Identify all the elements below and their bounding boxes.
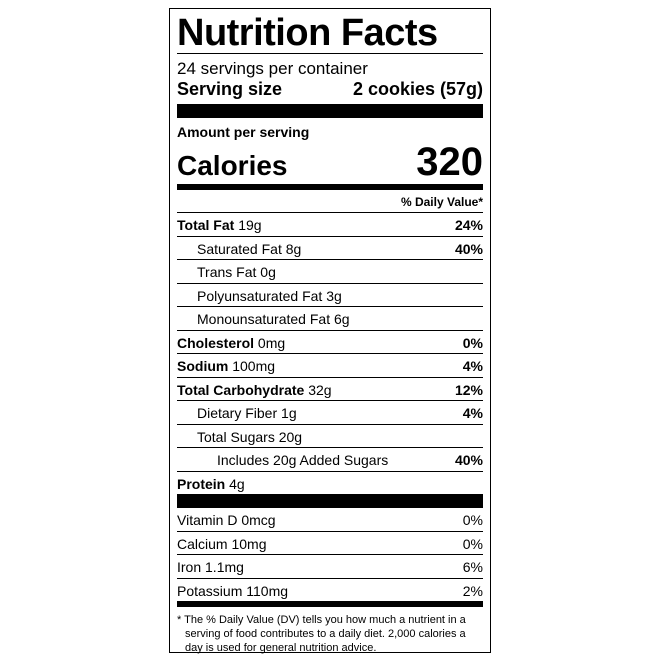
thick-rule <box>177 104 483 118</box>
nutrient-name: Polyunsaturated Fat <box>197 287 323 304</box>
vitamin-amount: 1.1mg <box>205 559 244 575</box>
nutrient-amount: 100mg <box>232 358 276 374</box>
vitamin-amount: 0mcg <box>241 512 276 528</box>
vitamin-amount: 110mg <box>246 582 289 599</box>
nutrient-name: Saturated Fat <box>197 240 282 257</box>
nutrient-dv: 40% <box>454 452 483 468</box>
vitamin-dv: 0% <box>462 512 483 528</box>
nutrient-row: Sodium 100mg 4% <box>177 353 483 377</box>
vitamin-row: Potassium 110mg 2% <box>177 577 483 602</box>
nutrient-name: Dietary Fiber <box>197 405 278 421</box>
nutrient-row: Polyunsaturated Fat 3g <box>177 282 483 307</box>
vitamin-name: Vitamin D <box>177 512 238 528</box>
medium-rule <box>177 601 483 607</box>
vitamin-row: Calcium 10mg 0% <box>177 530 483 555</box>
nutrient-dv: 12% <box>454 381 483 398</box>
vitamins: Vitamin D 0mcg 0% Calcium 10mg 0% Iron 1.1… <box>177 508 483 601</box>
serving-size-value: 2 cookies (57g) <box>352 79 483 99</box>
nutrient-amount: 8g <box>285 240 302 257</box>
thick-rule <box>177 494 483 508</box>
nutrient-dv: 0% <box>462 334 483 351</box>
nutrient-row: Includes 20g Added Sugars 40% <box>177 447 483 471</box>
servings: 24 servings per container <box>177 59 368 78</box>
nutrient-row: Cholesterol 0mg 0% <box>177 329 483 354</box>
nutrient-dv: 40% <box>454 240 483 257</box>
nutrient-name: Cholesterol <box>177 334 255 351</box>
vitamin-name: Potassium <box>177 582 243 599</box>
vitamin-dv: 6% <box>462 559 483 575</box>
dv-header: % Daily Value* <box>400 195 483 209</box>
vitamin-dv: 2% <box>462 582 483 599</box>
calories-label: Calories <box>177 150 288 181</box>
vitamin-row: Iron 1.1mg 6% <box>177 554 483 578</box>
serving-size-label: Serving size <box>177 79 283 99</box>
vitamin-name: Iron <box>177 559 202 575</box>
nutrient-amount: 19g <box>238 217 262 233</box>
vitamin-row: Vitamin D 0mcg 0% <box>177 508 483 531</box>
footnote: * The % Daily Value (DV) tells you how m… <box>177 614 466 654</box>
nutrient-name: Protein <box>177 475 226 492</box>
nutrient-row: Total Carbohydrate 32g 12% <box>177 376 483 401</box>
nutrient-dv: 4% <box>462 358 483 374</box>
nutrient-amount: 0mg <box>257 334 286 351</box>
nutrient-amount: 1g <box>281 405 297 421</box>
calories-value: 320 <box>416 140 483 184</box>
nutrient-row: Total Fat 19g 24% <box>177 212 483 236</box>
nutrition-label: Nutrition Facts 24 servings per containe… <box>169 8 491 654</box>
nutrient-amount: 0g <box>260 264 276 280</box>
nutrient-amount: 32g <box>308 381 332 398</box>
nutrient-amount: 4g <box>229 475 245 492</box>
nutrient-row: Total Sugars 20g <box>177 423 483 448</box>
nutrient-row: Trans Fat 0g <box>177 259 483 283</box>
nutrient-name: Total Fat <box>177 217 235 233</box>
nutrient-name: Monounsaturated Fat <box>197 311 331 327</box>
nutrient-row: Saturated Fat 8g 40% <box>177 235 483 260</box>
nutrient-row: Protein 4g <box>177 470 483 495</box>
rule <box>177 53 483 54</box>
nutrient-name: Sodium <box>177 358 229 374</box>
nutrient-name: Trans Fat <box>197 264 257 280</box>
vitamin-dv: 0% <box>462 535 483 552</box>
nutrients: Total Fat 19g 24% Saturated Fat 8g 40% Tra… <box>177 212 483 494</box>
title: Nutrition Facts <box>177 12 438 54</box>
nutrient-row: Dietary Fiber 1g 4% <box>177 400 483 424</box>
medium-rule <box>177 184 483 190</box>
vitamin-amount: 10mg <box>231 535 267 552</box>
nutrient-name: Total Sugars <box>197 428 275 445</box>
nutrient-amount: 20g <box>278 428 303 445</box>
nutrient-amount: 3g <box>326 287 342 304</box>
vitamin-name: Calcium <box>177 535 228 552</box>
nutrient-row: Monounsaturated Fat 6g <box>177 306 483 330</box>
calories: Calories 320 <box>177 140 483 184</box>
nutrient-name: Includes 20g Added Sugars <box>217 452 389 468</box>
nutrient-dv: 24% <box>454 217 483 233</box>
nutrient-amount: 6g <box>333 311 350 327</box>
amount-per-serving: Amount per serving <box>177 124 310 140</box>
nutrient-name: Total Carbohydrate <box>177 381 305 398</box>
serving-size: Serving size 2 cookies (57g) <box>177 78 483 100</box>
nutrient-dv: 4% <box>462 405 483 421</box>
